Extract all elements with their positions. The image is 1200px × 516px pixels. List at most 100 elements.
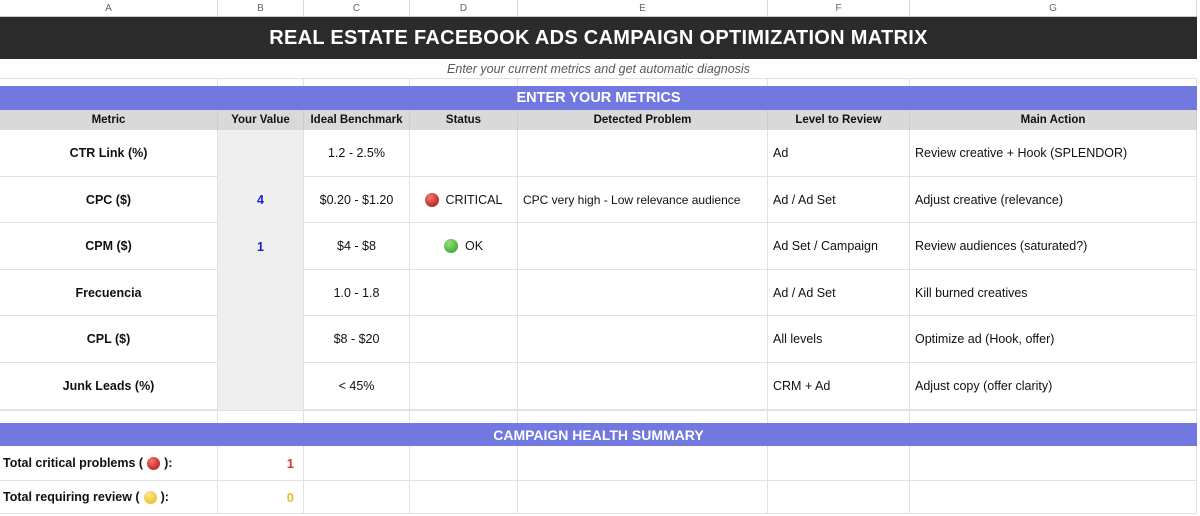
empty-cell[interactable] xyxy=(768,446,910,481)
requiring-review-label[interactable]: Total requiring review ( ): xyxy=(0,481,218,514)
metric-cell[interactable]: Frecuencia xyxy=(0,270,218,316)
red-circle-icon xyxy=(147,456,161,470)
action-cell[interactable]: Adjust copy (offer clarity) xyxy=(910,363,1197,410)
your-value-cell[interactable] xyxy=(218,130,304,177)
level-cell[interactable]: Ad / Ad Set xyxy=(768,177,910,223)
header-detected-problem[interactable]: Detected Problem xyxy=(518,110,768,130)
empty-cell[interactable] xyxy=(910,411,1197,423)
empty-cell[interactable] xyxy=(768,481,910,514)
metrics-section-banner[interactable]: ENTER YOUR METRICS xyxy=(0,86,1197,110)
your-value-cell[interactable] xyxy=(218,363,304,410)
empty-cell[interactable] xyxy=(218,411,304,423)
empty-cell[interactable] xyxy=(304,411,410,423)
summary-row-critical: Total critical problems ( ): 1 xyxy=(0,446,1197,481)
column-header-e[interactable]: E xyxy=(518,0,768,16)
critical-problems-value[interactable]: 1 xyxy=(218,446,304,481)
empty-cell[interactable] xyxy=(304,481,410,514)
empty-cell[interactable] xyxy=(518,481,768,514)
column-header-a[interactable]: A xyxy=(0,0,218,16)
empty-cell[interactable] xyxy=(410,79,518,86)
metrics-section-title: ENTER YOUR METRICS xyxy=(516,90,681,106)
empty-cell[interactable] xyxy=(518,411,768,423)
status-cell[interactable] xyxy=(410,363,518,410)
header-metric[interactable]: Metric xyxy=(0,110,218,130)
your-value-cell[interactable]: 4 xyxy=(218,177,304,223)
requiring-review-value[interactable]: 0 xyxy=(218,481,304,514)
metric-cell[interactable]: CPM ($) xyxy=(0,223,218,270)
metric-cell[interactable]: CTR Link (%) xyxy=(0,130,218,177)
empty-cell[interactable] xyxy=(768,79,910,86)
problem-cell[interactable] xyxy=(518,130,768,177)
your-value-cell[interactable]: 1 xyxy=(218,223,304,270)
benchmark-cell[interactable]: 1.0 - 1.8 xyxy=(304,270,410,316)
metric-cell[interactable]: CPL ($) xyxy=(0,316,218,363)
level-cell[interactable]: CRM + Ad xyxy=(768,363,910,410)
empty-cell[interactable] xyxy=(518,79,768,86)
empty-cell[interactable] xyxy=(410,481,518,514)
empty-cell[interactable] xyxy=(910,79,1197,86)
empty-cell[interactable] xyxy=(410,411,518,423)
problem-cell[interactable]: CPC very high - Low relevance audience xyxy=(518,177,768,223)
empty-cell[interactable] xyxy=(0,411,218,423)
column-header-d[interactable]: D xyxy=(410,0,518,16)
table-header-row: Metric Your Value Ideal Benchmark Status… xyxy=(0,110,1197,130)
metric-cell[interactable]: Junk Leads (%) xyxy=(0,363,218,410)
header-status[interactable]: Status xyxy=(410,110,518,130)
action-cell[interactable]: Kill burned creatives xyxy=(910,270,1197,316)
column-header-b[interactable]: B xyxy=(218,0,304,16)
level-cell[interactable]: Ad / Ad Set xyxy=(768,270,910,316)
critical-status-icon xyxy=(424,192,439,207)
label-text: ): xyxy=(164,456,173,470)
empty-cell[interactable] xyxy=(910,481,1197,514)
problem-cell[interactable] xyxy=(518,223,768,270)
header-level-to-review[interactable]: Level to Review xyxy=(768,110,910,130)
column-header-c[interactable]: C xyxy=(304,0,410,16)
empty-cell[interactable] xyxy=(910,446,1197,481)
action-cell[interactable]: Adjust creative (relevance) xyxy=(910,177,1197,223)
subtitle-row[interactable]: Enter your current metrics and get autom… xyxy=(0,59,1197,78)
status-label: OK xyxy=(464,239,484,253)
title-bar[interactable]: REAL ESTATE FACEBOOK ADS CAMPAIGN OPTIMI… xyxy=(0,17,1197,59)
status-cell[interactable]: CRITICAL xyxy=(410,177,518,223)
empty-cell[interactable] xyxy=(0,79,218,86)
status-cell[interactable] xyxy=(410,270,518,316)
status-cell[interactable] xyxy=(410,316,518,363)
metric-cell[interactable]: CPC ($) xyxy=(0,177,218,223)
your-value-cell[interactable] xyxy=(218,270,304,316)
benchmark-cell[interactable]: $0.20 - $1.20 xyxy=(304,177,410,223)
table-row: Junk Leads (%) < 45% CRM + Ad Adjust cop… xyxy=(0,363,1197,410)
level-cell[interactable]: All levels xyxy=(768,316,910,363)
benchmark-cell[interactable]: < 45% xyxy=(304,363,410,410)
benchmark-cell[interactable]: $4 - $8 xyxy=(304,223,410,270)
column-letters-row: A B C D E F G xyxy=(0,0,1197,17)
table-row: CPC ($) 4 $0.20 - $1.20 CRITICAL CPC ver… xyxy=(0,177,1197,223)
problem-cell[interactable] xyxy=(518,270,768,316)
benchmark-cell[interactable]: 1.2 - 2.5% xyxy=(304,130,410,177)
your-value-cell[interactable] xyxy=(218,316,304,363)
header-ideal-benchmark[interactable]: Ideal Benchmark xyxy=(304,110,410,130)
spacer-row xyxy=(0,410,1197,423)
status-cell[interactable]: OK xyxy=(410,223,518,270)
column-header-f[interactable]: F xyxy=(768,0,910,16)
level-cell[interactable]: Ad Set / Campaign xyxy=(768,223,910,270)
problem-cell[interactable] xyxy=(518,316,768,363)
action-cell[interactable]: Optimize ad (Hook, offer) xyxy=(910,316,1197,363)
table-row: CTR Link (%) 1.2 - 2.5% Ad Review creati… xyxy=(0,130,1197,177)
empty-cell[interactable] xyxy=(304,446,410,481)
action-cell[interactable]: Review creative + Hook (SPLENDOR) xyxy=(910,130,1197,177)
empty-cell[interactable] xyxy=(304,79,410,86)
empty-cell[interactable] xyxy=(410,446,518,481)
header-your-value[interactable]: Your Value xyxy=(218,110,304,130)
column-header-g[interactable]: G xyxy=(910,0,1197,16)
status-cell[interactable] xyxy=(410,130,518,177)
action-cell[interactable]: Review audiences (saturated?) xyxy=(910,223,1197,270)
summary-section-banner[interactable]: CAMPAIGN HEALTH SUMMARY xyxy=(0,423,1197,446)
empty-cell[interactable] xyxy=(768,411,910,423)
critical-problems-label[interactable]: Total critical problems ( ): xyxy=(0,446,218,481)
problem-cell[interactable] xyxy=(518,363,768,410)
header-main-action[interactable]: Main Action xyxy=(910,110,1197,130)
empty-cell[interactable] xyxy=(218,79,304,86)
level-cell[interactable]: Ad xyxy=(768,130,910,177)
empty-cell[interactable] xyxy=(518,446,768,481)
benchmark-cell[interactable]: $8 - $20 xyxy=(304,316,410,363)
